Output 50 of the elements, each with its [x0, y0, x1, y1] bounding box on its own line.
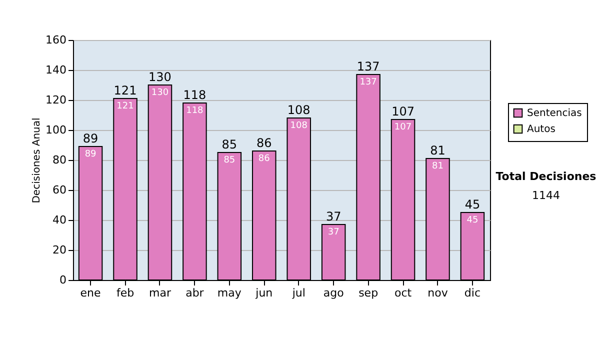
data-label: 118: [186, 106, 204, 116]
total-label: 121: [114, 84, 137, 98]
data-label: 137: [360, 78, 377, 88]
data-label: 81: [432, 162, 444, 172]
data-label: 89: [84, 150, 97, 160]
x-tick-label: ene: [80, 286, 102, 300]
total-label: 89: [82, 132, 98, 146]
y-tick-label: 0: [60, 274, 66, 286]
y-tick-label: 100: [46, 124, 66, 136]
total-label: 45: [464, 198, 480, 212]
total-label: 108: [287, 103, 310, 117]
data-label: 130: [151, 88, 169, 98]
y-tick-label: 40: [52, 214, 66, 226]
x-tick-label: abr: [186, 286, 204, 300]
data-label: 108: [290, 121, 308, 131]
x-tick-label: feb: [116, 286, 134, 300]
x-tick-label: dic: [464, 286, 481, 300]
y-tick-label: 140: [46, 64, 66, 76]
text: 1144: [531, 189, 561, 202]
text: Total Decisiones: [494, 170, 598, 183]
y-tick-label: 20: [52, 244, 66, 256]
total-label: 37: [326, 210, 342, 224]
total-label: 118: [183, 88, 206, 102]
x-tick-label: ago: [323, 286, 344, 300]
data-label: 45: [466, 216, 478, 226]
data-label: 85: [224, 156, 236, 166]
y-axis-title: Decisiones Anual: [32, 118, 43, 204]
x-tick-label: may: [217, 286, 242, 300]
y-tick-label: 120: [46, 94, 66, 106]
total-label: 86: [256, 136, 272, 150]
x-tick-label: sep: [358, 286, 378, 300]
total-label: 85: [222, 138, 238, 152]
x-tick-label: jul: [291, 286, 306, 300]
total-label: 130: [148, 70, 172, 84]
x-tick-label: jun: [254, 286, 273, 300]
x-tick-label: mar: [148, 286, 172, 300]
y-tick-label: 60: [52, 184, 66, 196]
data-label: 86: [258, 154, 270, 164]
total-label: 137: [356, 60, 380, 74]
y-tick-label: 160: [46, 34, 66, 46]
legend-label: Sentencias: [527, 108, 582, 119]
legend-label: Autos: [527, 124, 556, 135]
y-tick-label: 80: [52, 154, 66, 166]
x-tick-label: nov: [428, 286, 448, 300]
total-label: 81: [430, 144, 446, 158]
x-tick-label: oct: [394, 286, 412, 300]
total-label: 107: [392, 104, 414, 118]
data-label: 37: [328, 228, 340, 238]
data-label: 121: [116, 102, 134, 112]
data-label: 107: [394, 122, 412, 132]
